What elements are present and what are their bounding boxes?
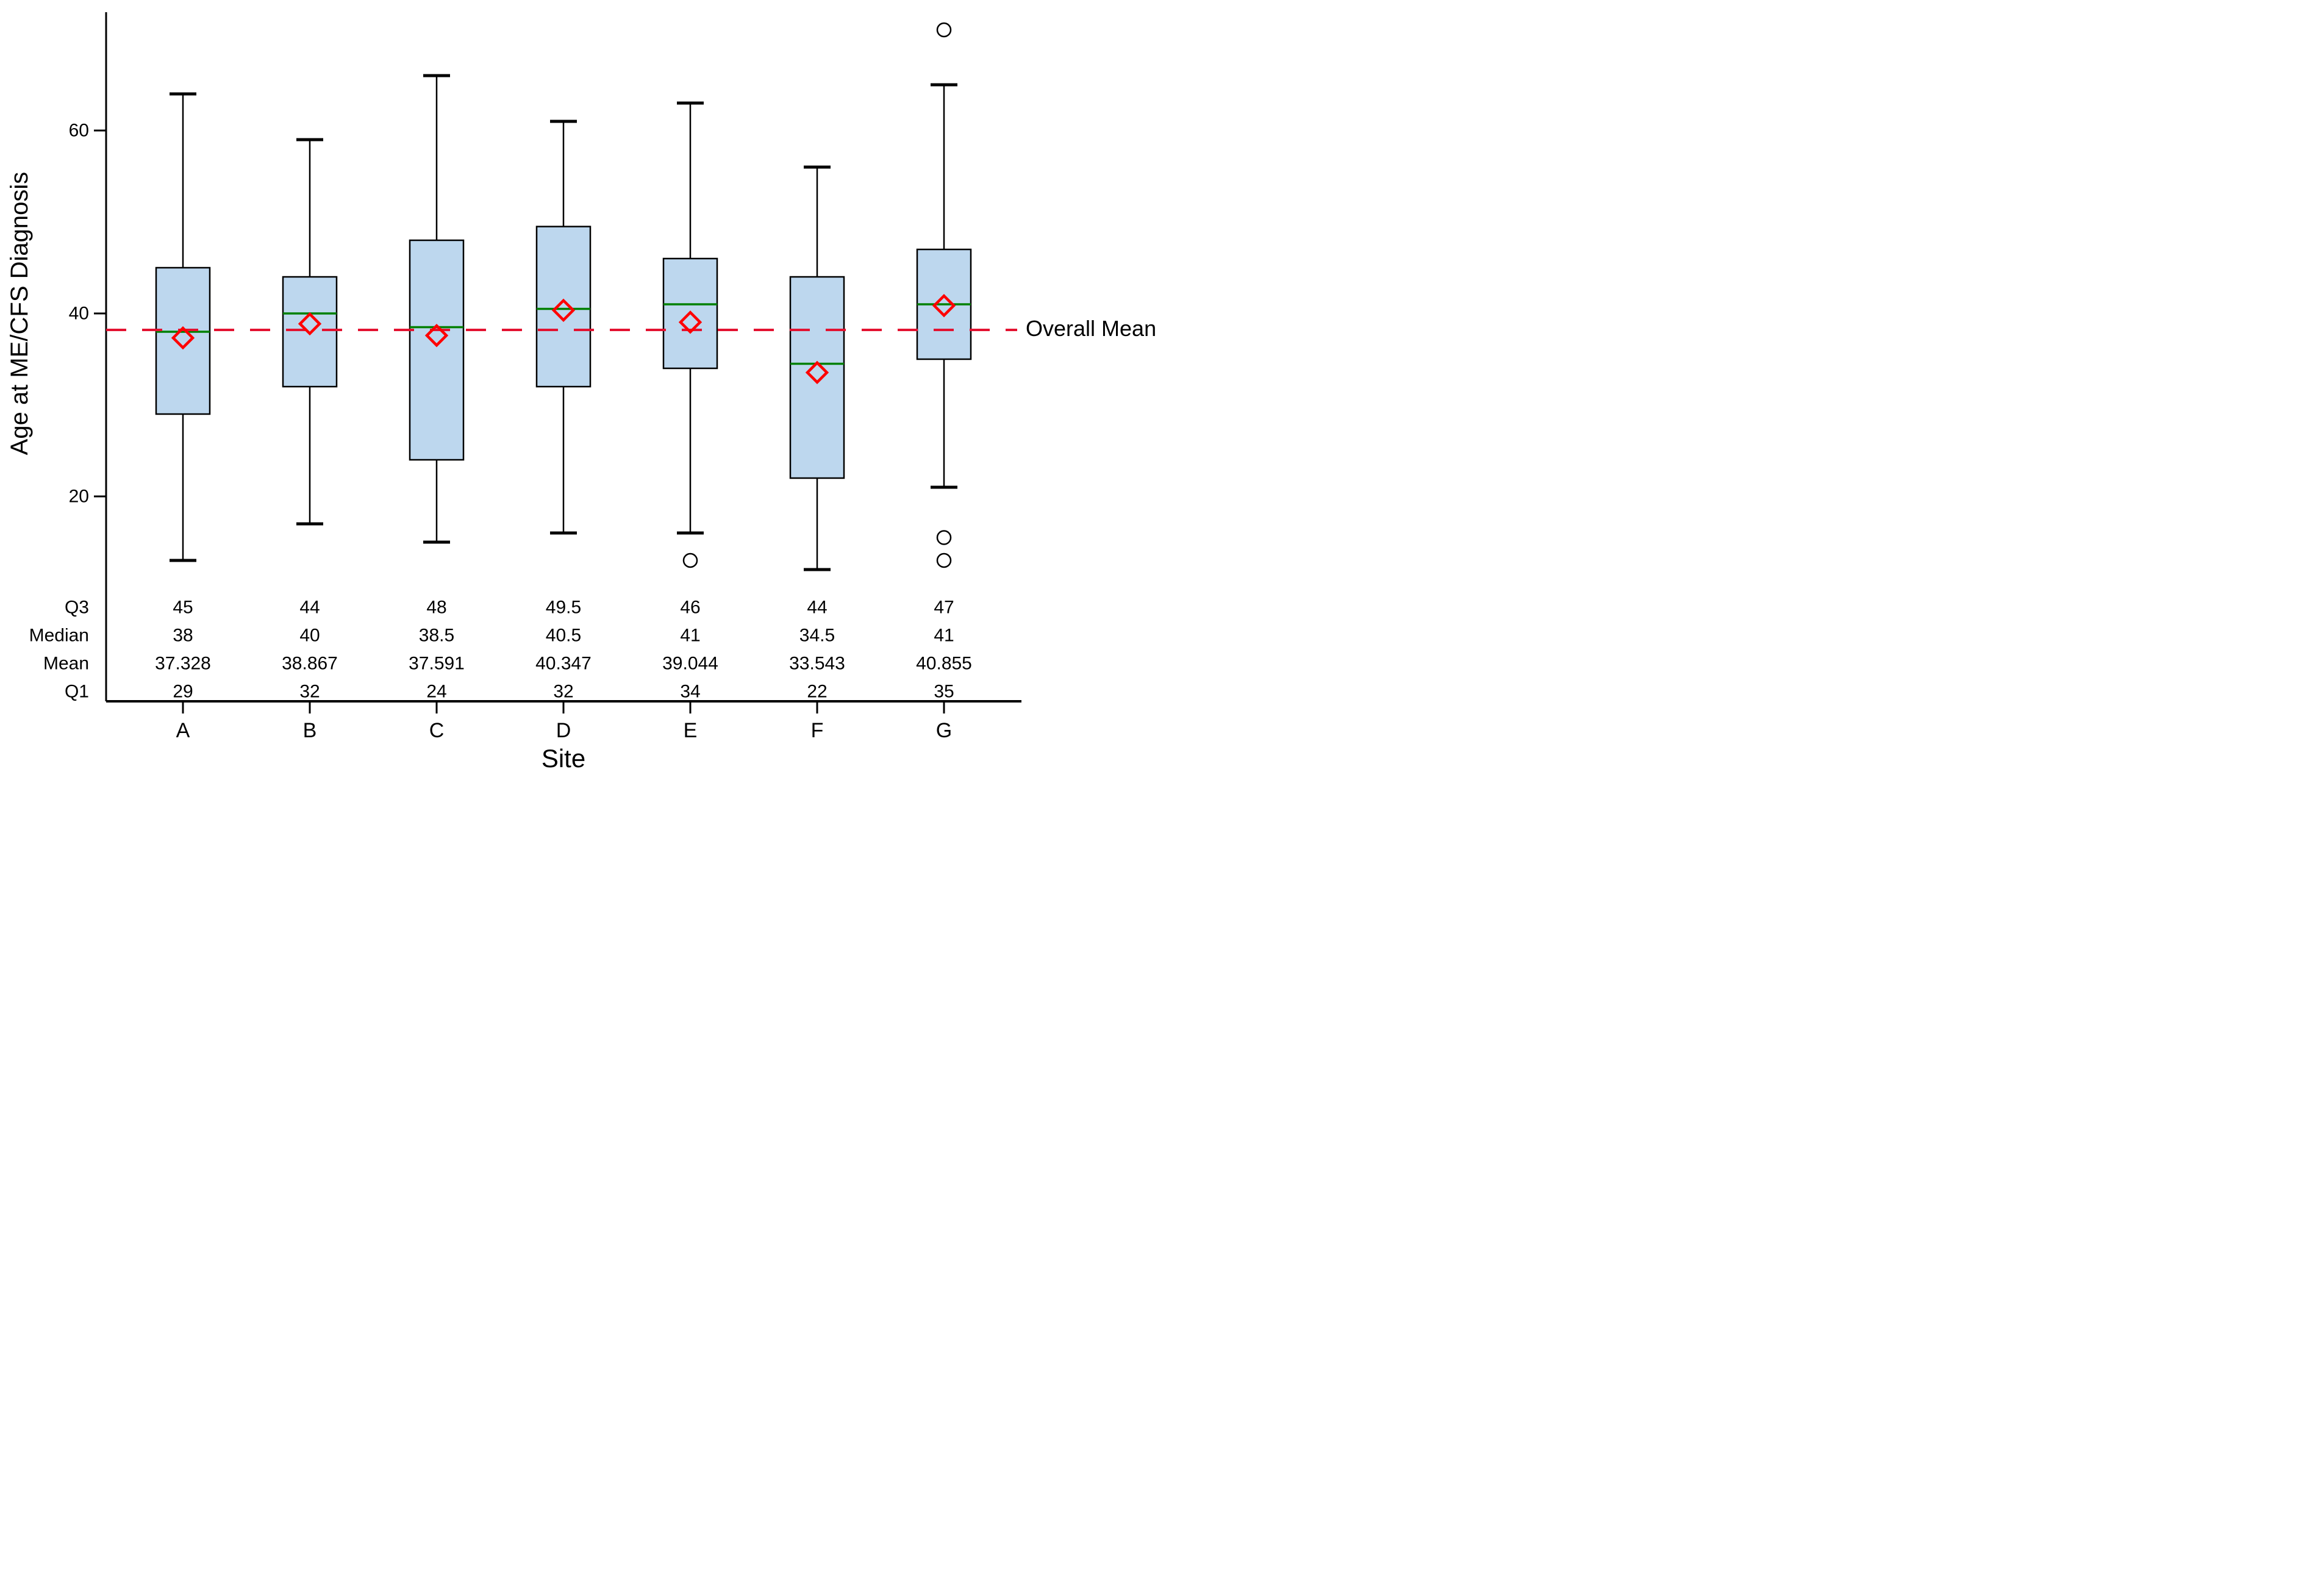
box-group-G [916, 83, 972, 489]
y-tick-label: 20 [69, 487, 89, 507]
table-row-label-q3: Q3 [65, 598, 89, 618]
table-value-mean-E: 39.044 [662, 654, 718, 674]
table-row-label-mean: Mean [43, 654, 89, 674]
box-group-D [535, 120, 592, 535]
table-row-label-median: Median [29, 626, 89, 646]
table-row-label-q1: Q1 [65, 682, 89, 702]
box-group-A [155, 92, 211, 562]
overall-mean-label: Overall Mean [1026, 316, 1157, 341]
site-label-A: A [176, 719, 190, 742]
table-value-q1-E: 34 [680, 682, 700, 702]
table-value-mean-G: 40.855 [916, 654, 972, 674]
iqr-box-C [409, 239, 465, 461]
mean-diamond-F [805, 360, 829, 385]
x-axis-title: Site [541, 744, 586, 773]
table-value-mean-D: 40.347 [535, 654, 592, 674]
table-value-q3-C: 48 [426, 598, 446, 618]
y-axis-title: Age at ME/CFS Diagnosis [6, 171, 33, 456]
table-value-median-G: 41 [934, 626, 954, 646]
table-value-q3-B: 44 [299, 598, 320, 618]
box-group-E [662, 101, 718, 535]
mean-diamond-E [678, 310, 703, 334]
mean-diamond-G [932, 293, 956, 318]
site-label-D: D [556, 719, 571, 742]
outlier-point-G [936, 22, 952, 38]
site-label-F: F [811, 719, 824, 742]
table-value-median-B: 40 [299, 626, 320, 646]
table-value-q1-F: 22 [807, 682, 827, 702]
table-value-median-C: 38.5 [419, 626, 454, 646]
y-tick-label: 60 [69, 121, 89, 141]
table-value-mean-A: 37.328 [155, 654, 211, 674]
iqr-box-F [789, 276, 845, 479]
y-tick-label: 40 [69, 304, 89, 324]
box-group-F [789, 165, 845, 571]
iqr-box-D [535, 226, 592, 388]
mean-diamond-B [298, 312, 322, 336]
boxplot-figure: 20 40 60 A B C D E F G Q3 45 44 48 49.5 46 44 47 Median 38 4… [0, 0, 1162, 788]
table-value-q1-A: 29 [173, 682, 193, 702]
table-value-q3-E: 46 [680, 598, 700, 618]
outlier-point-G [936, 530, 952, 545]
table-value-mean-C: 37.591 [409, 654, 465, 674]
site-label-E: E [684, 719, 698, 742]
iqr-box-A [155, 266, 211, 415]
outlier-point-E [682, 552, 698, 568]
site-label-C: C [429, 719, 445, 742]
boxplot-canvas: 20 40 60 A B C D E F G Q3 45 44 48 49.5 46 44 47 Median 38 4… [29, 12, 1021, 742]
table-value-q3-D: 49.5 [546, 598, 581, 618]
mean-diamond-A [171, 326, 195, 350]
table-value-q3-F: 44 [807, 598, 827, 618]
mean-diamond-C [424, 323, 449, 348]
table-value-q1-D: 32 [553, 682, 573, 702]
table-value-q1-C: 24 [426, 682, 446, 702]
table-value-q3-A: 45 [173, 598, 193, 618]
table-value-q1-G: 35 [934, 682, 954, 702]
outlier-point-G [936, 552, 952, 568]
site-label-B: B [303, 719, 317, 742]
table-value-q1-B: 32 [299, 682, 320, 702]
table-value-q3-G: 47 [934, 598, 954, 618]
table-value-median-D: 40.5 [546, 626, 581, 646]
mean-diamond-D [551, 298, 576, 322]
table-value-median-E: 41 [680, 626, 700, 646]
table-value-median-A: 38 [173, 626, 193, 646]
site-label-G: G [936, 719, 952, 742]
box-group-C [409, 74, 465, 544]
table-value-median-F: 34.5 [799, 626, 835, 646]
table-value-mean-F: 33.543 [789, 654, 845, 674]
table-value-mean-B: 38.867 [282, 654, 338, 674]
